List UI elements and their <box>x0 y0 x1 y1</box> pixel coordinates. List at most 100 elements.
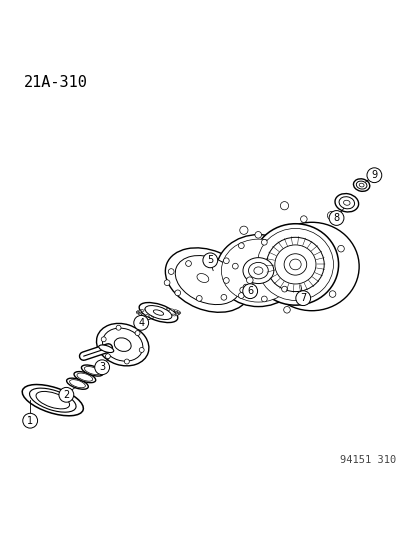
Ellipse shape <box>171 309 174 311</box>
Ellipse shape <box>84 367 100 375</box>
Circle shape <box>232 263 237 269</box>
Circle shape <box>242 284 257 298</box>
Circle shape <box>164 280 170 286</box>
Ellipse shape <box>216 235 300 306</box>
Ellipse shape <box>29 388 76 412</box>
Ellipse shape <box>177 312 180 313</box>
Circle shape <box>328 211 343 225</box>
Circle shape <box>327 212 335 220</box>
Circle shape <box>101 337 106 342</box>
Circle shape <box>168 269 173 274</box>
Text: 94151 310: 94151 310 <box>339 455 395 465</box>
Ellipse shape <box>175 255 240 304</box>
Ellipse shape <box>96 324 149 366</box>
Ellipse shape <box>161 308 164 310</box>
Circle shape <box>116 325 121 330</box>
Circle shape <box>242 284 248 290</box>
Circle shape <box>238 293 244 298</box>
Circle shape <box>246 277 252 284</box>
Ellipse shape <box>136 312 140 314</box>
Ellipse shape <box>81 365 103 376</box>
Ellipse shape <box>197 273 208 282</box>
Ellipse shape <box>166 309 169 310</box>
Ellipse shape <box>102 328 142 361</box>
Circle shape <box>328 291 335 297</box>
Circle shape <box>289 268 295 273</box>
Circle shape <box>261 239 266 245</box>
Ellipse shape <box>162 315 166 317</box>
Circle shape <box>281 249 287 255</box>
Ellipse shape <box>66 378 88 389</box>
Text: 9: 9 <box>370 170 377 180</box>
Text: 1: 1 <box>27 416 33 426</box>
Circle shape <box>135 330 140 336</box>
Ellipse shape <box>356 181 366 189</box>
Ellipse shape <box>74 372 95 383</box>
Circle shape <box>254 231 261 238</box>
Circle shape <box>295 291 310 305</box>
Ellipse shape <box>358 183 363 187</box>
Ellipse shape <box>156 315 160 317</box>
Circle shape <box>95 360 109 375</box>
Ellipse shape <box>252 224 338 305</box>
Text: 3: 3 <box>99 362 105 372</box>
Ellipse shape <box>253 267 262 274</box>
Ellipse shape <box>145 314 149 317</box>
Ellipse shape <box>99 345 114 352</box>
Circle shape <box>124 359 129 364</box>
Circle shape <box>281 286 287 292</box>
Circle shape <box>300 216 306 222</box>
Text: 2: 2 <box>63 390 69 400</box>
Circle shape <box>139 348 144 352</box>
Circle shape <box>366 168 381 183</box>
Ellipse shape <box>338 197 354 209</box>
Ellipse shape <box>141 314 145 316</box>
Ellipse shape <box>138 313 141 315</box>
Ellipse shape <box>274 245 315 284</box>
Circle shape <box>244 273 250 279</box>
Text: 21A-310: 21A-310 <box>24 75 88 90</box>
Circle shape <box>105 354 110 359</box>
Ellipse shape <box>257 229 332 301</box>
Ellipse shape <box>283 254 306 275</box>
Ellipse shape <box>176 313 179 314</box>
Circle shape <box>223 258 229 264</box>
Ellipse shape <box>334 193 358 212</box>
Circle shape <box>23 413 38 428</box>
Ellipse shape <box>22 384 83 416</box>
Text: 7: 7 <box>299 293 306 303</box>
Ellipse shape <box>140 309 144 311</box>
Ellipse shape <box>174 310 178 312</box>
Circle shape <box>239 287 245 293</box>
Circle shape <box>196 295 202 301</box>
Ellipse shape <box>266 237 323 292</box>
Ellipse shape <box>167 314 171 317</box>
Ellipse shape <box>242 257 273 284</box>
Ellipse shape <box>221 239 295 302</box>
Text: 8: 8 <box>332 213 339 223</box>
Circle shape <box>283 306 290 313</box>
Ellipse shape <box>153 310 163 315</box>
Circle shape <box>202 253 217 268</box>
Ellipse shape <box>139 303 177 322</box>
Text: 4: 4 <box>138 318 144 328</box>
Ellipse shape <box>165 248 250 312</box>
Circle shape <box>59 387 74 402</box>
Ellipse shape <box>36 391 69 409</box>
Ellipse shape <box>264 222 358 311</box>
Ellipse shape <box>114 338 131 351</box>
Text: 5: 5 <box>206 255 213 265</box>
Circle shape <box>185 261 191 266</box>
Ellipse shape <box>150 308 153 310</box>
Circle shape <box>133 316 148 330</box>
Ellipse shape <box>343 200 349 205</box>
Ellipse shape <box>171 314 175 316</box>
Circle shape <box>238 243 244 248</box>
Ellipse shape <box>155 308 159 310</box>
Text: 6: 6 <box>247 286 253 296</box>
Circle shape <box>209 259 215 264</box>
Ellipse shape <box>137 310 141 312</box>
Ellipse shape <box>69 379 85 387</box>
Ellipse shape <box>77 373 93 381</box>
Circle shape <box>223 278 229 284</box>
